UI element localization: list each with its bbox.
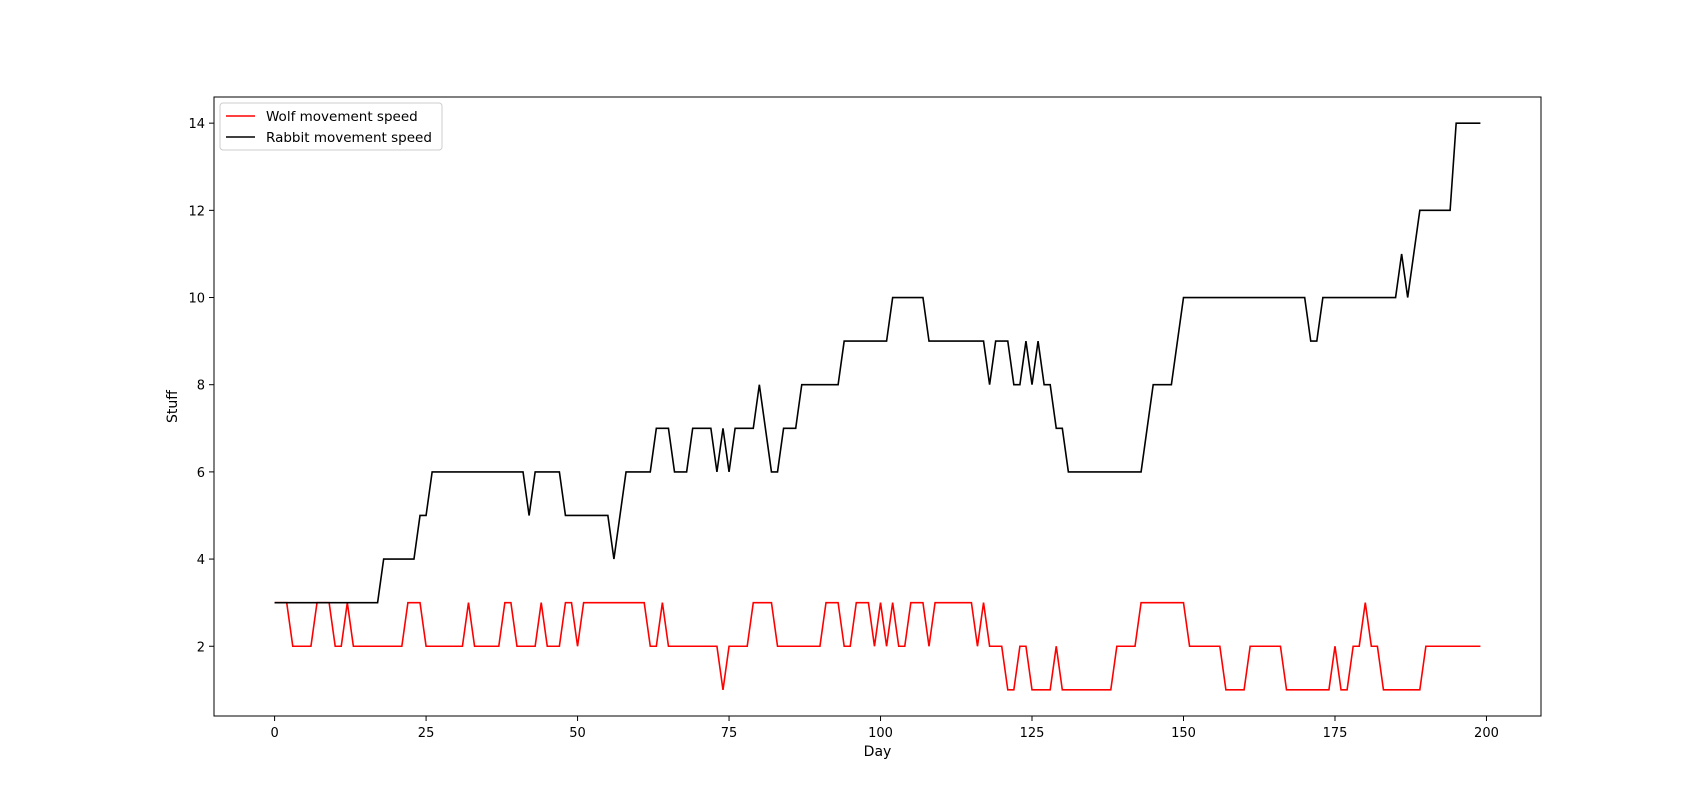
legend-label-rabbit: Rabbit movement speed	[266, 130, 432, 146]
x-axis-label: Day	[864, 744, 892, 760]
y-tick-label: 2	[197, 640, 205, 655]
y-tick-label: 6	[197, 466, 205, 481]
x-axis: 0 25 50 75 100 125 150 175 200	[270, 716, 1499, 741]
x-tick-label: 75	[721, 726, 738, 741]
x-tick-label: 25	[418, 726, 435, 741]
x-tick-label: 0	[270, 726, 278, 741]
y-tick-label: 12	[188, 204, 205, 219]
series-line-wolf	[274, 601, 1481, 691]
y-axis: 2 4 6 8 10 12 14	[188, 117, 214, 655]
x-tick-label: 100	[868, 726, 893, 741]
y-tick-label: 10	[188, 292, 205, 307]
legend-label-wolf: Wolf movement speed	[266, 109, 418, 125]
x-tick-label: 150	[1171, 726, 1196, 741]
legend-box	[219, 102, 443, 151]
x-tick-label: 175	[1323, 726, 1348, 741]
y-tick-label: 8	[197, 379, 205, 394]
x-tick-label: 50	[569, 726, 586, 741]
y-tick-label: 4	[197, 553, 205, 568]
x-tick-label: 125	[1020, 726, 1045, 741]
y-axis-label: Stuff	[165, 390, 181, 423]
series-line-rabbit	[274, 122, 1481, 604]
plot-lines	[274, 122, 1481, 691]
legend: Wolf movement speed Rabbit movement spee…	[219, 102, 443, 151]
plot-frame	[213, 96, 1542, 717]
x-tick-label: 200	[1474, 726, 1499, 741]
y-tick-label: 14	[188, 117, 205, 132]
